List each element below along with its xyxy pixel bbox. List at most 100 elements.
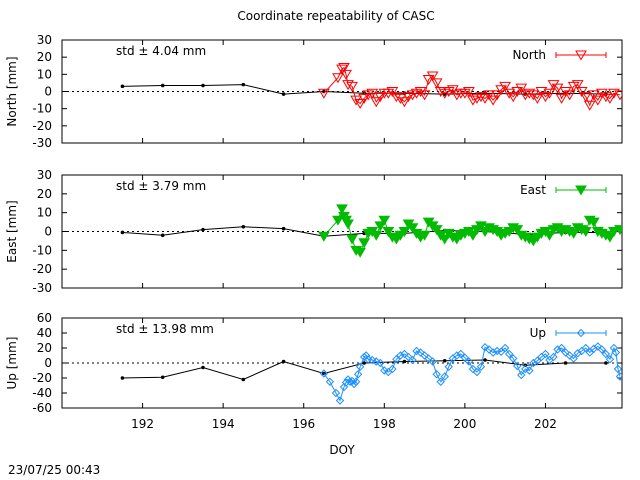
data-point [517,370,526,380]
legend-marker [575,185,587,196]
data-point [358,238,371,249]
data-point [604,232,616,243]
y-tick-label: 20 [37,50,52,64]
data-point [495,85,508,96]
data-point [543,230,556,241]
data-point [281,359,286,364]
data-point [426,71,439,82]
data-point [559,87,572,97]
data-point [581,343,590,353]
data-point [579,227,592,237]
data-point [446,85,459,96]
data-point [480,343,490,352]
data-point [359,352,369,362]
legend-label: Up [530,326,546,340]
data-point [557,343,566,353]
data-point [325,377,335,386]
data-point [392,355,401,364]
data-point [404,352,413,362]
data-point [281,226,286,231]
y-tick-label: 0 [44,225,52,239]
data-point [390,92,403,103]
data-point [345,377,355,386]
x-tick-label: 200 [453,417,476,431]
data-point [499,81,512,92]
data-point [361,351,371,360]
data-point [160,375,165,380]
data-point [400,349,409,359]
data-point [464,357,474,366]
series-line [323,66,621,107]
data-point [523,88,536,99]
data-point [398,227,411,237]
figure-title: Coordinate repeatability of CASC [237,9,434,23]
y-tick-label: -20 [32,371,52,385]
data-point [317,88,330,99]
data-point [418,230,431,241]
y-tick-label: -10 [32,102,52,116]
data-point [382,227,395,237]
data-point [434,87,447,97]
data-point [414,87,427,97]
data-point [336,204,348,215]
data-point [317,231,330,242]
data-point [376,358,385,368]
y-tick-label: 20 [37,341,52,355]
data-point [378,215,391,226]
data-point [573,349,582,358]
y-tick-label: -30 [32,281,52,295]
data-point [201,365,205,370]
data-point [563,90,576,101]
y-tick-label: 60 [37,311,52,325]
y-tick-label: 30 [37,33,52,47]
data-point [120,230,125,235]
data-point [370,230,383,241]
data-point [575,87,588,97]
std-label: std ± 3.79 mm [116,179,206,193]
data-point [487,95,499,106]
data-point [483,358,487,362]
data-point [335,396,345,405]
data-point [412,346,421,356]
data-point [600,92,612,103]
data-point [476,362,486,371]
data-point [511,87,524,97]
data-point [350,95,362,106]
data-point [509,354,518,363]
y-tick-label: -30 [32,136,52,150]
data-point [388,364,397,374]
data-point [332,73,344,84]
data-point [442,358,447,363]
data-point [374,221,387,232]
data-point [338,62,350,73]
data-point [160,233,165,238]
data-point [355,362,365,371]
y-tick-label: -20 [32,262,52,276]
data-point [496,347,506,356]
data-point [608,227,620,237]
data-point [374,92,387,103]
x-tick-label: 192 [131,417,154,431]
footer-timestamp: 23/07/25 00:43 [8,463,100,477]
data-point [604,93,616,104]
data-point [589,344,599,353]
data-point [331,388,341,398]
data-point [541,349,550,359]
data-point [438,234,451,245]
data-point [593,342,603,351]
data-point [613,364,622,374]
data-point [491,90,503,101]
data-point [467,230,479,241]
legend-label: East [520,183,546,197]
data-point [160,83,165,88]
data-point [555,93,568,104]
data-point [595,88,608,99]
data-point [549,352,558,362]
data-point [394,93,407,104]
data-point [605,355,615,364]
data-point [418,90,431,101]
data-point [475,92,487,103]
data-point [567,228,580,239]
data-point [614,90,622,101]
